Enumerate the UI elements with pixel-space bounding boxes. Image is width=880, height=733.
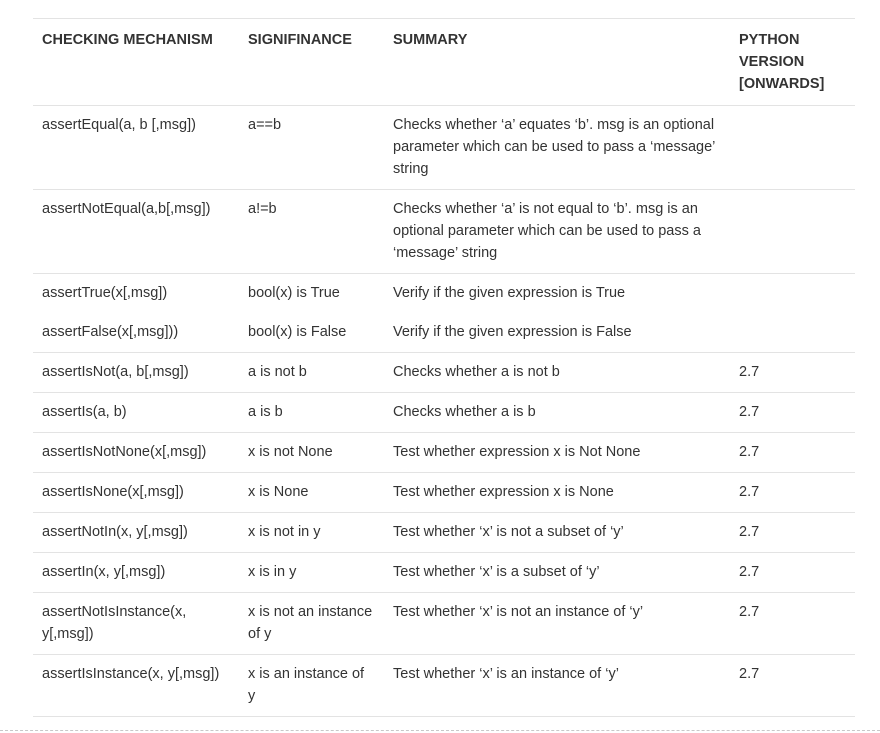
- table-row: assertIsNotNone(x[,msg]) x is not None T…: [33, 432, 855, 473]
- cell-significance: bool(x) is True: [248, 285, 340, 301]
- cell-significance: x is not in y: [239, 512, 384, 553]
- cell-mechanism: assertIsNone(x[,msg]): [33, 472, 239, 513]
- cell-version: 2.7: [730, 592, 855, 655]
- header-python-version: PYTHON VERSION [ONWARDS]: [730, 18, 855, 106]
- cell-version: 2.7: [730, 472, 855, 513]
- table-row: assertIsInstance(x, y[,msg]) x is an ins…: [33, 654, 855, 717]
- table-row: assertNotEqual(a,b[,msg]) a!=b Checks wh…: [33, 189, 855, 274]
- table-row: assertIn(x, y[,msg]) x is in y Test whet…: [33, 552, 855, 593]
- cell-mechanism: assertIsInstance(x, y[,msg]): [33, 654, 239, 717]
- cell-summary: Verify if the given expression is False: [384, 313, 730, 353]
- bottom-divider: [0, 730, 880, 732]
- table-row: assertFalse(x[,msg])) bool(x) is False V…: [33, 313, 855, 353]
- cell-summary: Checks whether ‘a’ equates ‘b’. msg is a…: [384, 105, 730, 190]
- cell-significance: x is not an instance of y: [239, 592, 384, 655]
- table-header-row: CHECKING MECHANISM SIGNIFINANCE SUMMARY …: [33, 18, 855, 106]
- cell-mechanism: assertNotIsInstance(x, y[,msg]): [33, 592, 239, 655]
- cell-version: [730, 189, 855, 274]
- cell-mechanism: assertNotEqual(a,b[,msg]): [33, 189, 239, 274]
- cell-significance: a==b: [239, 105, 384, 190]
- cell-mechanism: assertIs(a, b): [33, 392, 239, 433]
- cell-significance: a is not b: [239, 352, 384, 393]
- cell-summary: Checks whether a is not b: [384, 352, 730, 393]
- cell-significance: bool(x) is False: [239, 313, 384, 353]
- cell-summary: Test whether ‘x’ is not a subset of ‘y’: [384, 512, 730, 553]
- cell-mechanism: assertFalse(x[,msg])): [33, 313, 239, 353]
- cell-significance: x is in y: [239, 552, 384, 593]
- cell-version: 2.7: [730, 352, 855, 393]
- cell-mechanism: assertIsNot(a, b[,msg]): [33, 352, 239, 393]
- cell-mechanism: assertIsNotNone(x[,msg]): [33, 432, 239, 473]
- cell-version: [730, 313, 855, 353]
- cell-summary: Test whether ‘x’ is an instance of ‘y’: [384, 654, 730, 717]
- header-summary: SUMMARY: [384, 18, 730, 106]
- cell-version: 2.7: [730, 552, 855, 593]
- cell-mechanism: assertIn(x, y[,msg]): [33, 552, 239, 593]
- cell-version: [730, 105, 855, 190]
- cell-mechanism: assertNotIn(x, y[,msg]): [33, 512, 239, 553]
- cell-significance: x is an instance of y: [239, 654, 384, 717]
- header-significance: SIGNIFINANCE: [239, 18, 384, 106]
- table-row: assertTrue(x[,msg]) bool(x) is True Veri…: [33, 274, 855, 314]
- table-row: assertNotIsInstance(x, y[,msg]) x is not…: [33, 592, 855, 655]
- table-row: assertIs(a, b) a is b Checks whether a i…: [33, 392, 855, 433]
- cell-version: 2.7: [730, 392, 855, 433]
- cell-summary: Checks whether ‘a’ is not equal to ‘b’. …: [384, 189, 730, 274]
- cell-version: 2.7: [730, 654, 855, 717]
- cell-summary: Test whether expression x is None: [384, 472, 730, 513]
- cell-summary: Test whether ‘x’ is not an instance of ‘…: [384, 592, 730, 655]
- cell-version: 2.7: [730, 432, 855, 473]
- header-checking-mechanism: CHECKING MECHANISM: [33, 18, 239, 106]
- cell-summary: Test whether ‘x’ is a subset of ‘y’: [384, 552, 730, 593]
- cell-mechanism: assertTrue(x[,msg]): [42, 285, 168, 301]
- cell-version: [730, 274, 855, 314]
- cell-summary: Verify if the given expression is True: [393, 285, 626, 301]
- cell-significance: x is None: [239, 472, 384, 513]
- cell-significance: a!=b: [239, 189, 384, 274]
- cell-mechanism: assertEqual(a, b [,msg]): [33, 105, 239, 190]
- table-row: assertIsNone(x[,msg]) x is None Test whe…: [33, 472, 855, 513]
- table-row: assertNotIn(x, y[,msg]) x is not in y Te…: [33, 512, 855, 553]
- cell-significance: x is not None: [239, 432, 384, 473]
- cell-summary: Checks whether a is b: [384, 392, 730, 433]
- cell-version: 2.7: [730, 512, 855, 553]
- assertion-methods-table: CHECKING MECHANISM SIGNIFINANCE SUMMARY …: [33, 18, 855, 717]
- cell-significance: a is b: [239, 392, 384, 433]
- cell-summary: Test whether expression x is Not None: [384, 432, 730, 473]
- table-row: assertIsNot(a, b[,msg]) a is not b Check…: [33, 352, 855, 393]
- table-row: assertEqual(a, b [,msg]) a==b Checks whe…: [33, 105, 855, 190]
